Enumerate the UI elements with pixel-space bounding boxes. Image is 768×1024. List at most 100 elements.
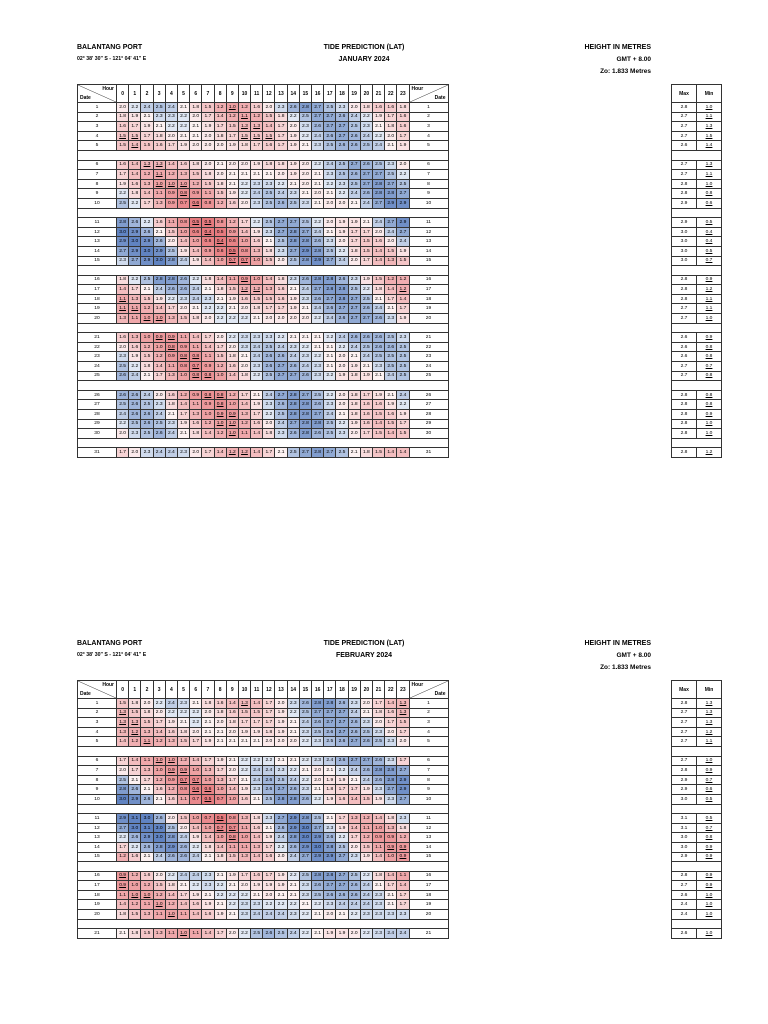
max-cell: 2.7	[671, 111, 697, 123]
tide-cell: 2.3	[176, 698, 191, 709]
tide-cell: 2.2	[189, 274, 203, 286]
tide-cell: 1.5	[396, 717, 410, 728]
tide-cell: 2.1	[237, 774, 252, 786]
hour-header: 11	[250, 84, 264, 103]
tide-cell: 2.0	[347, 841, 361, 853]
tide-cell: 2.5	[262, 197, 276, 209]
tide-cell: 1.9	[128, 351, 142, 363]
tide-cell: 1.9	[396, 140, 410, 151]
tide-cell: 1.8	[225, 351, 239, 363]
tide-cell: 1.2	[176, 755, 191, 767]
tide-cell: 2.4	[396, 236, 410, 247]
tide-cell: 2.5	[274, 409, 288, 420]
table-row: 8 2.5 2.1 1.7 1.2 0.9 0.7 0.7 1.0 1.3 1.7 2.1 2.4 2.6…	[77, 774, 449, 786]
tide-cell: 2.3	[371, 909, 386, 920]
tide-cell: 2.4	[250, 774, 264, 786]
tide-cell: 2.7	[310, 707, 325, 719]
date-cell: 28	[77, 409, 117, 420]
tide-cell: 2.0	[213, 169, 227, 180]
tide-cell: 0.9	[164, 351, 178, 363]
tide-cell: 2.1	[164, 409, 178, 420]
max-min-row: 2.7 1.5	[671, 130, 722, 142]
tide-cell: 2.3	[384, 755, 398, 767]
tide-cell: 2.2	[164, 121, 178, 132]
tide-cell: 1.5	[201, 102, 215, 113]
tide-cell: 1.5	[371, 274, 386, 286]
tide-cell: 1.8	[371, 870, 386, 882]
max-min-row: 3.0 0.5	[671, 793, 722, 805]
min-cell: 1.5	[696, 130, 722, 142]
tide-cell: 2.8	[298, 399, 313, 410]
table-row: 19 1.1 1.1 1.2 1.4 1.7 2.0 2.1 2.2 2.2 2.1 2.0 1.8 1.…	[77, 303, 449, 315]
tide-cell: 0.9	[176, 765, 191, 776]
tide-cell: 1.6	[152, 140, 166, 151]
tide-cell: 2.2	[310, 899, 325, 911]
tide-cell: 2.5	[323, 428, 337, 439]
tide-cell: 1.8	[250, 303, 264, 315]
tide-cell: 2.3	[298, 784, 313, 795]
table-row: 9 2.2 1.8 1.4 1.1 0.9 0.8 0.9 1.1 1.5 1.9 2.2 2.4 2.5…	[77, 188, 449, 199]
date-cell-right: 7	[408, 765, 449, 776]
tide-cell: 1.0	[213, 784, 227, 795]
tide-cell: 2.1	[323, 813, 337, 824]
tide-cell: 2.5	[347, 870, 361, 882]
tide-cell: 2.0	[213, 140, 227, 151]
tide-cell: 2.7	[384, 217, 398, 228]
table-row: 18 1.1 1.0 1.0 1.2 1.4 1.7 1.9 2.1 2.2 2.2 2.2 2.1 2.…	[77, 889, 449, 901]
tide-cell: 2.1	[213, 870, 227, 882]
tide-cell: 2.3	[335, 178, 349, 190]
tide-cell: 2.4	[176, 832, 191, 843]
tide-cell: 2.1	[286, 880, 300, 891]
tide-cell: 1.3	[213, 774, 227, 786]
tide-cell: 1.0	[152, 899, 166, 911]
tide-cell: 2.0	[335, 197, 349, 209]
tide-cell: 0.8	[201, 389, 215, 401]
tide-cell: 2.7	[359, 178, 373, 190]
tide-cell: 2.9	[140, 832, 154, 843]
tide-cell: 1.4	[237, 399, 252, 410]
tide-cell: 1.1	[237, 111, 252, 123]
date-cell: 6	[77, 755, 117, 767]
date-cell: 30	[77, 428, 117, 439]
tide-cell: 1.1	[237, 822, 252, 834]
max-cell: 2.8	[671, 293, 697, 305]
tide-cell: 1.9	[262, 832, 276, 843]
tide-cell: 0.8	[213, 399, 227, 410]
tide-cell: 1.8	[213, 707, 227, 719]
hour-header: 16	[310, 84, 325, 103]
tide-cell: 1.2	[115, 851, 130, 863]
tide-cell: 2.4	[152, 409, 166, 420]
corner-cell: Hour Date	[77, 84, 117, 103]
tide-cell: 2.4	[359, 351, 373, 363]
max-cell: 3.0	[671, 841, 697, 853]
tide-cell: 2.8	[164, 832, 178, 843]
tide-cell: 2.1	[310, 909, 325, 920]
tide-cell: 0.9	[164, 332, 178, 343]
tide-cell: 2.6	[274, 197, 288, 209]
min-cell: 0.9	[696, 274, 722, 286]
row-gap	[77, 803, 449, 815]
tide-cell: 1.3	[128, 293, 142, 305]
table-row: 26 2.6 2.6 2.4 2.0 1.6 1.2 0.9 0.8 0.8 1.2 1.7 2.1 2.…	[77, 389, 449, 401]
max-cell: 2.8	[671, 284, 697, 295]
tide-cell: 2.2	[128, 102, 142, 113]
tide-cell: 1.8	[237, 370, 252, 382]
tide-cell: 2.1	[298, 303, 313, 315]
max-min-row: 3.1 0.7	[671, 822, 722, 834]
tide-cell: 2.2	[225, 313, 239, 324]
date-cell: 8	[77, 178, 117, 190]
tide-cell: 0.7	[189, 361, 203, 372]
min-cell: 0.9	[696, 841, 722, 853]
tide-cell: 0.6	[213, 245, 227, 257]
tide-cell: 2.0	[262, 736, 276, 747]
tide-cell: 1.6	[250, 236, 264, 247]
tide-cell: 3.0	[310, 841, 325, 853]
min-cell: 0.6	[696, 784, 722, 795]
tide-cell: 1.5	[176, 313, 191, 324]
header-row: Hour Date 0 1 2 3 4 5 6 7 8 9 10 11 12 13 14 15 16 17 18 19 20…	[77, 84, 449, 103]
max-min-row: 2.4 1.0	[671, 909, 722, 920]
tide-cell: 1.5	[140, 717, 154, 728]
tide-cell: 2.7	[396, 765, 410, 776]
tide-cell: 0.7	[237, 255, 252, 267]
tide-cell: 2.1	[189, 303, 203, 315]
